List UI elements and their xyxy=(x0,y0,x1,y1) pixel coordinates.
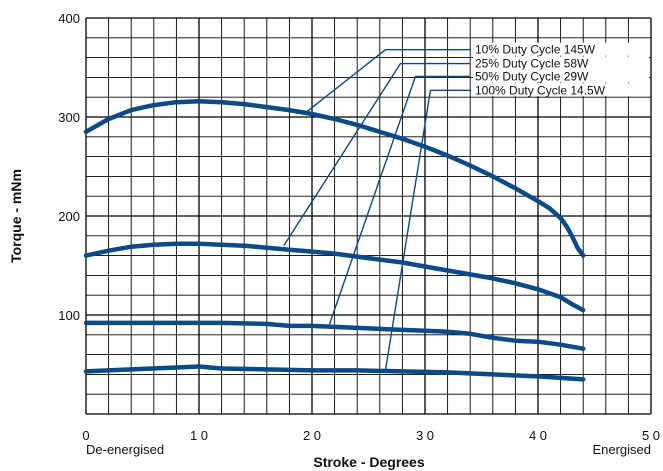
y-tick-label: 400 xyxy=(58,11,80,26)
series-line-3 xyxy=(83,320,586,351)
x-tick-label: 4 0 xyxy=(529,428,547,443)
series-layer xyxy=(83,98,586,382)
legend-label-bg xyxy=(473,69,649,83)
x-start-label: De-energised xyxy=(86,442,164,457)
callout-leader-3 xyxy=(328,75,470,327)
legend-label-bg xyxy=(473,56,649,70)
x-tick-label: 1 0 xyxy=(190,428,208,443)
y-tick-label: 200 xyxy=(58,209,80,224)
y-axis-title: Torque - mNm xyxy=(8,169,24,263)
legend-label-2: 25% Duty Cycle 58W xyxy=(475,57,589,71)
callout-leader-1 xyxy=(305,48,470,113)
x-tick-label: 5 0 xyxy=(642,428,660,443)
legend-label-1: 10% Duty Cycle 145W xyxy=(475,43,596,57)
callout-leader-2 xyxy=(283,62,470,247)
series-line-1 xyxy=(83,98,586,258)
series-line-2 xyxy=(83,241,586,313)
x-axis-title: Stroke - Degrees xyxy=(313,454,424,470)
callout-leader-4 xyxy=(384,89,470,371)
tick-layer: 0 1 0 2 0 3 0 4 0 5 0 100 200 300 400 xyxy=(58,11,660,443)
series-line-4 xyxy=(83,364,586,382)
x-tick-label: 0 xyxy=(82,428,89,443)
y-tick-label: 100 xyxy=(58,308,80,323)
legend-label-bg xyxy=(473,83,649,97)
x-tick-label: 3 0 xyxy=(416,428,434,443)
legend-label-3: 50% Duty Cycle 29W xyxy=(475,69,589,83)
legend-label-bg xyxy=(473,42,649,56)
x-end-label: Energised xyxy=(592,442,651,457)
x-tick-label: 2 0 xyxy=(303,428,321,443)
y-tick-label: 300 xyxy=(58,110,80,125)
legend-label-4: 100% Duty Cycle 14.5W xyxy=(475,83,606,97)
